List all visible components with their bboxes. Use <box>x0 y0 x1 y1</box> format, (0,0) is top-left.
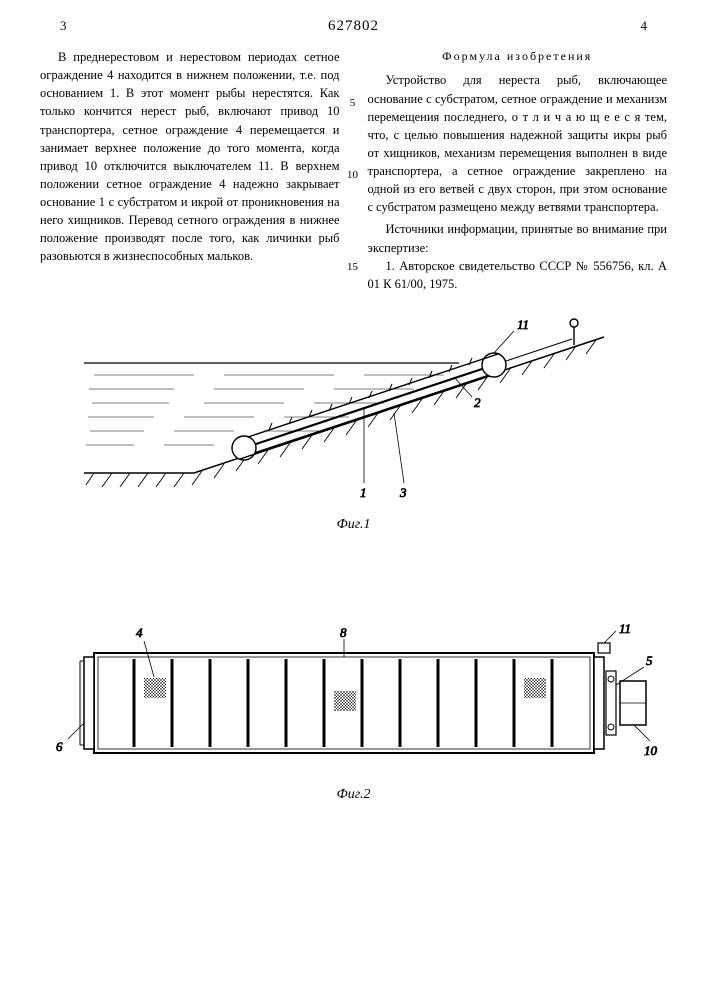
sources-title: Источники информации, принятые во вниман… <box>368 220 668 256</box>
fig1-label-11: 11 <box>517 317 529 332</box>
right-para-1: Устройство для нереста рыб, включающее о… <box>368 71 668 216</box>
line-marker-15: 15 <box>344 260 362 276</box>
left-column: В преднерестовом и нерестовом периодах с… <box>40 48 340 293</box>
fig2-label-5: 5 <box>646 653 653 668</box>
fig1-label-3: 3 <box>399 485 407 500</box>
left-para-1: В преднерестовом и нерестовом периодах с… <box>40 48 340 266</box>
doc-number: 627802 <box>328 18 379 35</box>
page-num-right: 4 <box>641 18 648 34</box>
figure-2-svg: 4 8 11 5 10 6 <box>44 623 664 783</box>
fig2-caption: Фиг.2 <box>40 787 667 803</box>
source-1: 1. Авторское свидетельство СССР № 556756… <box>368 257 668 293</box>
figure-2-block: 4 8 11 5 10 6 Фиг.2 <box>0 603 707 803</box>
fig2-label-8: 8 <box>340 625 347 640</box>
formula-title: Формула изобретения <box>368 48 668 65</box>
fig1-label-1: 1 <box>360 485 367 500</box>
figure-1-svg: 11 2 1 3 <box>74 313 634 513</box>
text-columns: В преднерестовом и нерестовом периодах с… <box>0 38 707 293</box>
page-num-left: 3 <box>60 18 67 34</box>
fig2-label-4: 4 <box>136 625 143 640</box>
figure-1-block: 11 2 1 3 Фиг.1 <box>0 293 707 533</box>
fig2-label-11: 11 <box>619 623 631 636</box>
fig2-label-10: 10 <box>644 743 658 758</box>
line-marker-5: 5 <box>344 96 362 112</box>
fig1-caption: Фиг.1 <box>40 517 667 533</box>
line-marker-10: 10 <box>344 168 362 184</box>
fig2-label-6: 6 <box>56 739 63 754</box>
right-column: Формула изобретения Устройство для нерес… <box>368 48 668 293</box>
fig1-label-2: 2 <box>474 395 481 410</box>
